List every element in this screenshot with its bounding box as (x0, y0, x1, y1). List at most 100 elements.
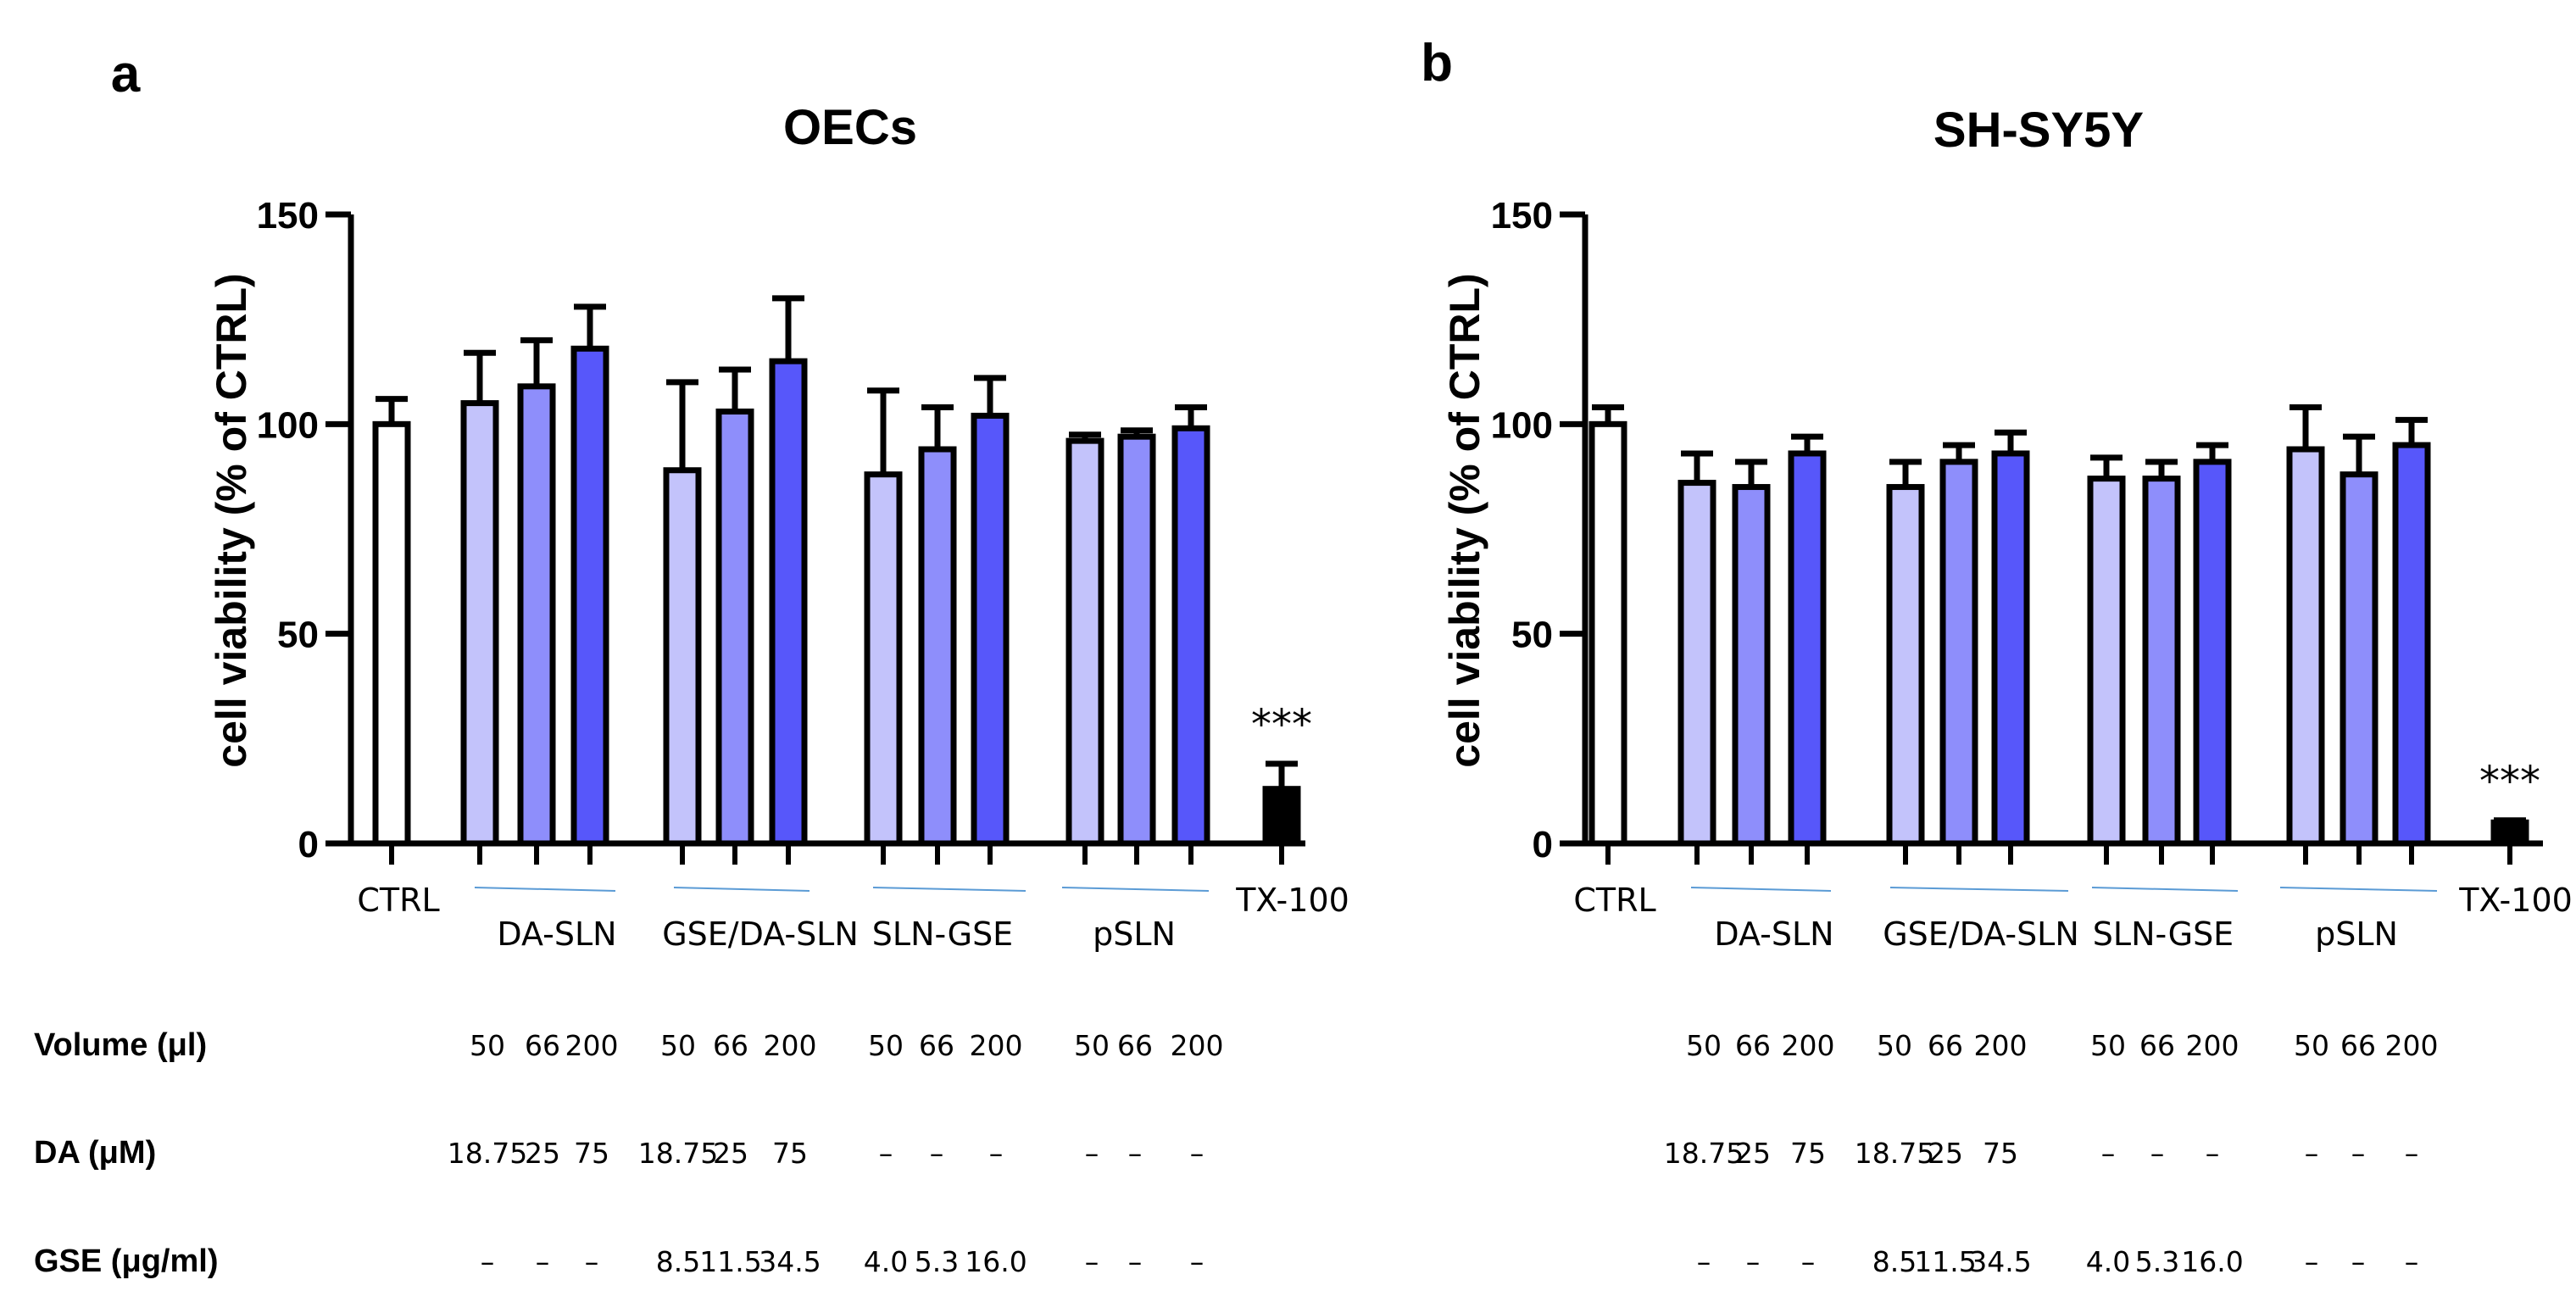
table-cell-da: 18.75 (448, 1137, 527, 1170)
table-cell-gse: – (1190, 1245, 1205, 1278)
table-cell-gse: – (2405, 1245, 2419, 1278)
panel-letter: a (111, 45, 141, 103)
table-cell-da: – (2405, 1137, 2419, 1170)
group-label: pSLN (2315, 915, 2398, 953)
table-cell-volume: 200 (1171, 1029, 1224, 1062)
table-cell-da: – (2351, 1137, 2366, 1170)
bar-gse-da-sln-3 (1991, 450, 2030, 847)
table-cell-gse: 4.0 (864, 1245, 908, 1278)
table-cell-volume: 50 (2090, 1029, 2126, 1062)
bar-gse-da-sln-2 (715, 408, 754, 847)
table-cell-gse: 11.5 (1914, 1245, 1976, 1278)
table-cell-gse: 16.0 (965, 1245, 1027, 1278)
significance-stars: *** (1251, 701, 1312, 748)
table-cell-da: – (879, 1137, 893, 1170)
group-label: pSLN (1093, 915, 1176, 953)
table-cell-volume: 66 (919, 1029, 954, 1062)
table-cell-da: – (2206, 1137, 2220, 1170)
table-cell-da: 18.75 (638, 1137, 718, 1170)
table-cell-da: – (2150, 1137, 2165, 1170)
table-cell-volume: 200 (1974, 1029, 2028, 1062)
table-cell-gse: 34.5 (1969, 1245, 2031, 1278)
table-cell-da: – (2101, 1137, 2116, 1170)
bar-da-sln-1 (1677, 480, 1716, 847)
group-label: CTRL (1573, 882, 1655, 919)
group-label: GSE/DA-SLN (662, 915, 859, 953)
bar-da-sln-3 (1788, 450, 1827, 847)
table-cell-da: – (1128, 1137, 1143, 1170)
table-cell-da: 75 (574, 1137, 609, 1170)
group-bracket (872, 887, 1027, 892)
bar-sln-gse-2 (918, 446, 957, 847)
bar-psln-2 (2340, 471, 2378, 847)
y-tick-label: 100 (257, 404, 319, 446)
bar-psln-1 (1065, 437, 1104, 847)
group-label: TX-100 (1235, 882, 1349, 919)
table-cell-gse: 8.5 (1872, 1245, 1917, 1278)
table-cell-volume: 200 (565, 1029, 619, 1062)
table-cell-da: – (2305, 1137, 2319, 1170)
table-cell-gse: – (1128, 1245, 1143, 1278)
panel-a-chart: a OECs cell viability (% of CTRL) 0 50 100 150… (111, 45, 1349, 1278)
table-cell-gse: – (1746, 1245, 1761, 1278)
bar-gse-da-sln-1 (1886, 484, 1925, 847)
table-cell-volume: 66 (1928, 1029, 1963, 1062)
volume-row-label: Volume (μl) (34, 1027, 207, 1063)
table-cell-da: – (1085, 1137, 1099, 1170)
table-cell-volume: 66 (713, 1029, 748, 1062)
table-cell-da: 75 (1790, 1137, 1826, 1170)
table-cell-da: 18.75 (1664, 1137, 1744, 1170)
bar-gse-da-sln-2 (1939, 459, 1978, 847)
table-cell-volume: 50 (660, 1029, 696, 1062)
bar-da-sln-1 (460, 400, 499, 847)
table-cell-volume: 50 (868, 1029, 904, 1062)
table-cell-volume: 50 (2294, 1029, 2329, 1062)
bar-sln-gse-2 (2142, 476, 2181, 847)
table-cell-da: 25 (525, 1137, 560, 1170)
chart-title: OECs (783, 100, 917, 155)
group-bracket (1889, 887, 2069, 892)
table-cell-volume: 50 (1877, 1029, 1912, 1062)
y-axis-label: cell viability (% of CTRL) (208, 273, 255, 767)
group-bracket (1061, 887, 1210, 892)
table-cell-volume: 200 (970, 1029, 1023, 1062)
bar-tx-100-1 (1262, 786, 1301, 847)
table-cell-da: – (989, 1137, 1004, 1170)
group-label: SLN-GSE (2093, 915, 2234, 953)
table-cell-gse: – (536, 1245, 550, 1278)
table-cell-da: 25 (1735, 1137, 1771, 1170)
bar-gse-da-sln-3 (769, 358, 808, 847)
group-label: SLN-GSE (872, 915, 1013, 953)
table-cell-gse: 5.3 (915, 1245, 959, 1278)
table-cell-gse: 16.0 (2181, 1245, 2243, 1278)
panel-letter: b (1421, 34, 1453, 92)
bar-ctrl-1 (372, 420, 411, 847)
y-tick-label: 50 (277, 615, 319, 656)
chart-title: SH-SY5Y (1933, 103, 2144, 158)
table-cell-da: 75 (1983, 1137, 2018, 1170)
table-cell-da: 25 (1928, 1137, 1963, 1170)
bar-sln-gse-1 (2087, 476, 2126, 847)
table-cell-volume: 200 (764, 1029, 817, 1062)
bar-psln-3 (2392, 442, 2431, 847)
bar-da-sln-3 (570, 345, 609, 847)
group-label: CTRL (357, 882, 439, 919)
bar-da-sln-2 (1732, 484, 1771, 847)
table-cell-volume: 66 (1735, 1029, 1771, 1062)
table-cell-gse: – (2351, 1245, 2366, 1278)
table-cell-volume: 66 (2340, 1029, 2376, 1062)
table-cell-volume: 50 (470, 1029, 505, 1062)
panel-b-chart: b SH-SY5Y cell viability (% of CTRL) 0 50 100… (1421, 34, 2573, 1278)
table-cell-gse: 4.0 (2086, 1245, 2130, 1278)
table-row-labels: Volume (μl) DA (μM) GSE (μg/ml) (34, 1027, 218, 1279)
gse-row-label: GSE (μg/ml) (34, 1244, 218, 1279)
table-cell-gse: 8.5 (656, 1245, 700, 1278)
table-cell-gse: – (481, 1245, 495, 1278)
table-cell-gse: – (1697, 1245, 1711, 1278)
y-tick-label: 0 (298, 824, 319, 865)
table-cell-volume: 200 (2186, 1029, 2239, 1062)
bar-sln-gse-3 (2193, 459, 2232, 847)
table-cell-da: 75 (772, 1137, 808, 1170)
table-cell-gse: 11.5 (699, 1245, 761, 1278)
